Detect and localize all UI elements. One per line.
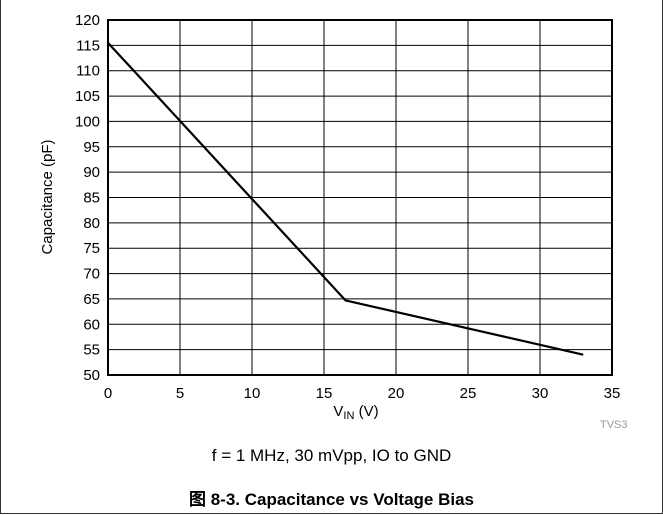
y-tick-label: 50 xyxy=(83,367,100,384)
y-tick-label: 70 xyxy=(83,266,100,283)
x-axis-label-subscript: IN xyxy=(343,410,354,422)
y-axis-label: Capacitance (pF) xyxy=(39,139,56,254)
figure-code: TVS3 xyxy=(600,419,628,431)
x-tick-label: 0 xyxy=(104,385,112,402)
y-tick-label: 95 xyxy=(83,139,100,156)
grid xyxy=(107,19,613,376)
figure-caption: 图 8-3. Capacitance vs Voltage Bias xyxy=(188,490,475,509)
series-lines xyxy=(107,42,584,356)
x-tick-label: 30 xyxy=(532,385,549,402)
x-tick-label: 15 xyxy=(316,385,333,402)
x-axis-label-main: V xyxy=(333,403,343,420)
x-tick-label: 5 xyxy=(176,385,184,402)
y-tick-label: 65 xyxy=(83,291,100,308)
y-tick-label: 55 xyxy=(83,342,100,359)
x-axis-label-unit: (V) xyxy=(354,403,378,420)
y-tick-label: 60 xyxy=(83,316,100,333)
y-tick-label: 110 xyxy=(76,63,100,80)
x-tick-label: 20 xyxy=(388,385,405,402)
x-tick-label: 35 xyxy=(604,385,621,402)
capacitance-series-line xyxy=(107,42,584,356)
y-tick-label: 90 xyxy=(83,164,100,181)
y-tick-label: 120 xyxy=(75,12,100,29)
y-tick-label: 75 xyxy=(83,240,100,257)
x-tick-label: 10 xyxy=(244,385,261,402)
plot-border xyxy=(107,19,613,376)
x-axis-label: VIN (V) xyxy=(333,403,378,422)
x-tick-label: 25 xyxy=(460,385,477,402)
test-condition: f = 1 MHz, 30 mVpp, IO to GND xyxy=(211,446,452,465)
y-tick-label: 80 xyxy=(83,215,100,232)
y-tick-label: 100 xyxy=(75,113,100,130)
capacitance-chart: 0 5 10 15 20 25 30 35 50 55 60 65 70 75 80 85 90 95 100 105… xyxy=(39,12,620,422)
tick-labels: 0 5 10 15 20 25 30 35 50 55 60 65 70 75 80 85 90 95 100 105… xyxy=(75,12,620,402)
y-tick-label: 115 xyxy=(76,37,100,54)
y-tick-label: 105 xyxy=(75,88,100,105)
y-tick-label: 85 xyxy=(83,190,100,207)
